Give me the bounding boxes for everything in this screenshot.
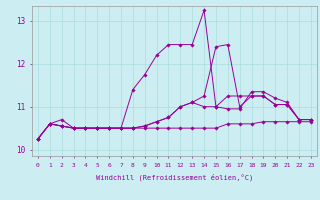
X-axis label: Windchill (Refroidissement éolien,°C): Windchill (Refroidissement éolien,°C) xyxy=(96,174,253,181)
